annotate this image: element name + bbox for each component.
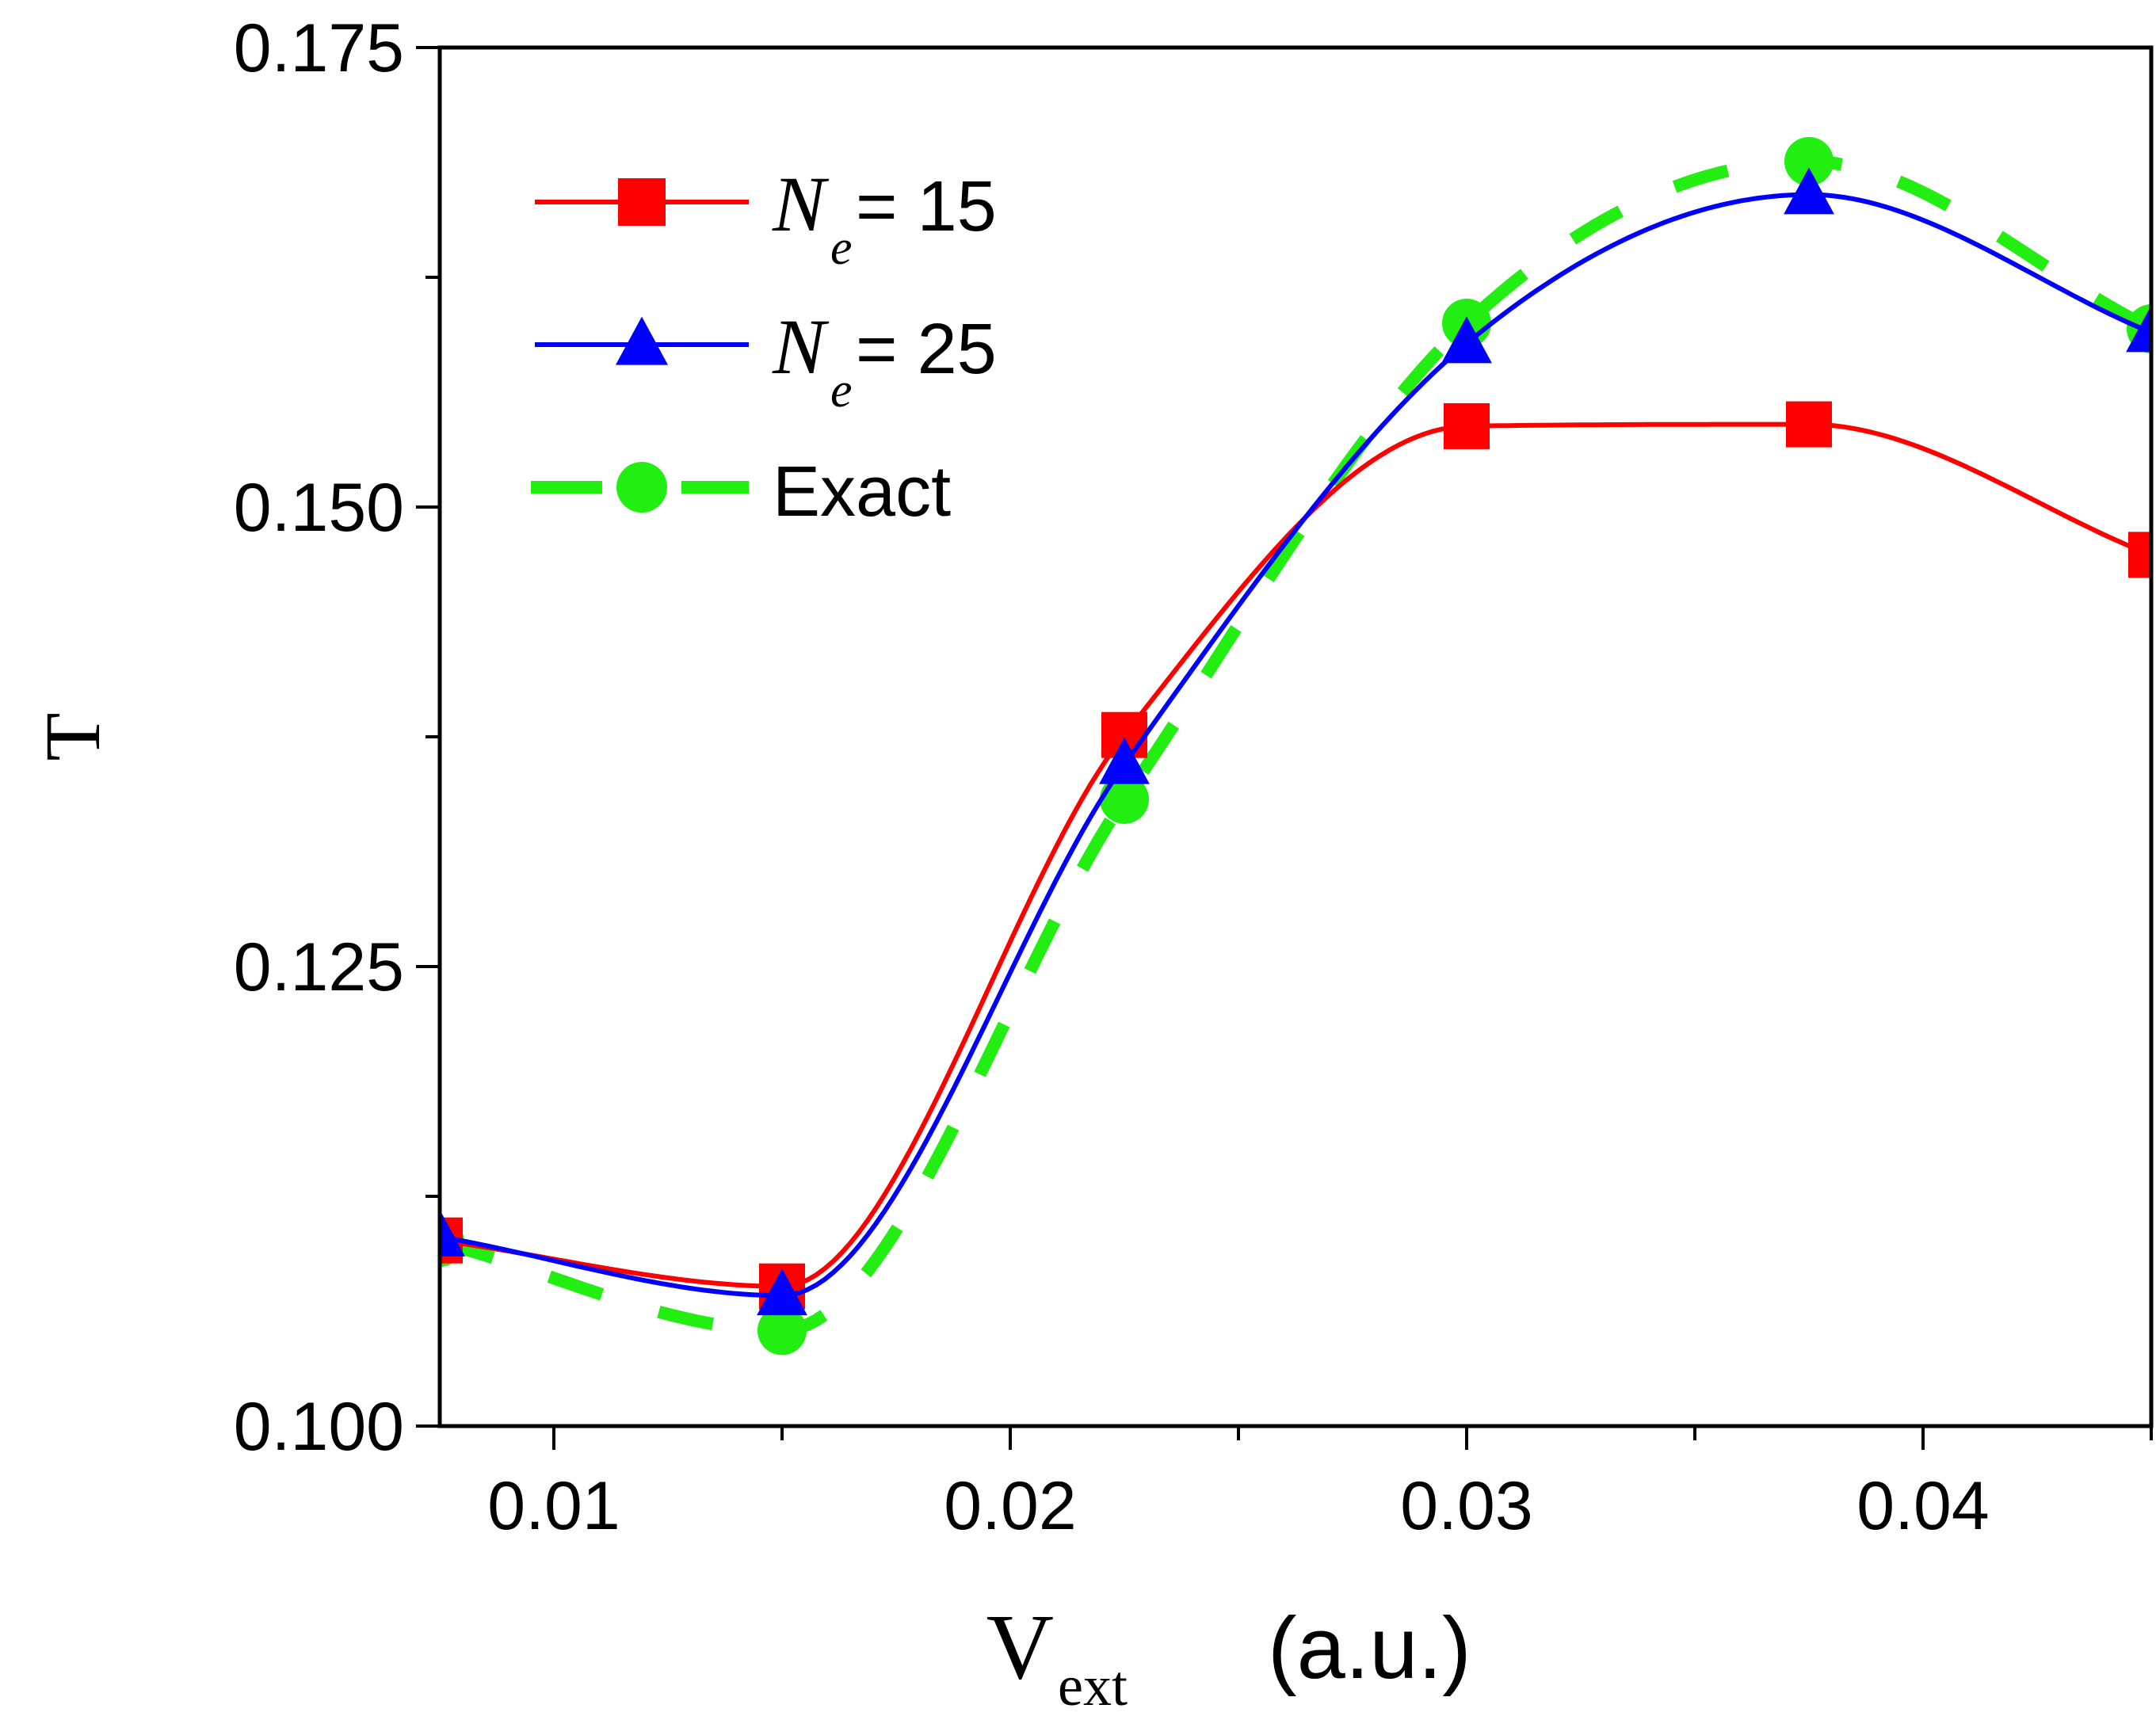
- series-layer: [440, 136, 2151, 1356]
- legend-label-main: N: [772, 303, 830, 391]
- x-tick-label: 0.03: [1400, 1468, 1532, 1544]
- legend-item: Exact: [531, 452, 951, 532]
- y-tick-label: 0.175: [234, 10, 404, 86]
- data-point: [1784, 136, 1834, 186]
- y-axis-label: T: [29, 712, 116, 761]
- x-axis-label-unit: (a.u.): [1268, 1600, 1471, 1697]
- data-point: [2128, 532, 2151, 578]
- legend-swatch-marker: [616, 316, 668, 365]
- x-axis-label: V ext (a.u.): [986, 1595, 1471, 1718]
- data-point: [1099, 737, 1150, 784]
- series-1: [440, 167, 2151, 1316]
- axes-layer: 0.01 0.02 0.03 0.04 0.100 0.125 0.150 0.175: [234, 10, 2153, 1544]
- y-tick-label: 0.125: [234, 929, 404, 1005]
- legend-label-sub: e: [830, 221, 853, 275]
- data-point: [1441, 316, 1492, 364]
- series-0: [440, 401, 2151, 1310]
- plot-frame: [437, 45, 2154, 1428]
- x-tick-label: 0.02: [944, 1468, 1076, 1544]
- data-point: [440, 1209, 465, 1257]
- series-line: [440, 154, 2151, 1337]
- data-point: [2126, 305, 2151, 353]
- legend-swatch-marker: [618, 178, 666, 226]
- x-tick-label: 0.04: [1856, 1468, 1989, 1544]
- x-tick-label: 0.01: [487, 1468, 620, 1544]
- x-axis-label-sub: ext: [1058, 1654, 1128, 1718]
- series-line: [440, 192, 2151, 1299]
- data-point: [757, 1268, 807, 1316]
- legend-label-rest: = 15: [856, 167, 997, 246]
- legend-swatch-marker: [616, 462, 667, 513]
- data-point: [1786, 401, 1832, 448]
- x-axis-label-main: V: [986, 1595, 1054, 1699]
- data-point: [1784, 167, 1834, 215]
- y-tick-label: 0.150: [234, 470, 404, 546]
- series-line: [440, 421, 2151, 1289]
- data-point: [1444, 402, 1490, 449]
- data-point: [1100, 774, 1149, 824]
- legend-label-main: Exact: [773, 452, 951, 532]
- legend-label-rest: = 25: [856, 310, 997, 389]
- y-tick-label: 0.100: [234, 1389, 404, 1465]
- legend-label-main: N: [772, 160, 830, 248]
- data-point: [757, 1306, 807, 1356]
- series-2: [440, 136, 2151, 1356]
- legend-label-sub: e: [830, 364, 853, 418]
